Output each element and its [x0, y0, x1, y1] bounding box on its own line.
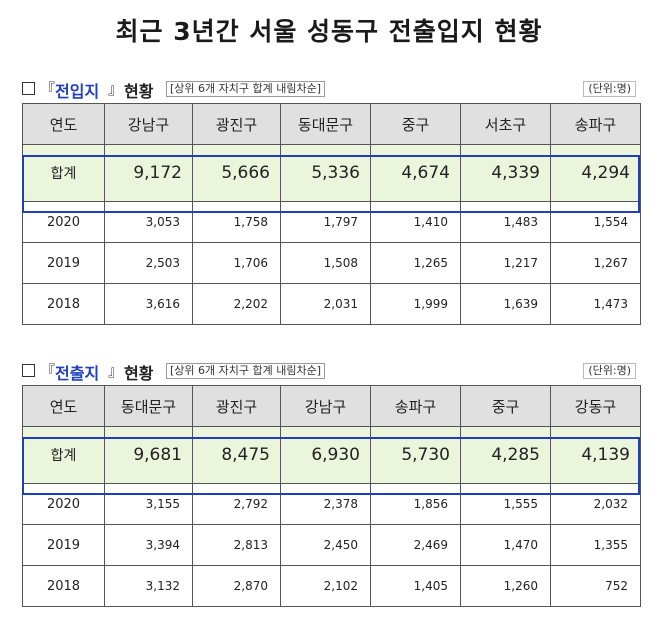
value-cell: 1,410	[370, 201, 461, 243]
value-cell: 3,616	[104, 283, 193, 325]
total-cell: 5,730	[370, 426, 461, 484]
value-cell: 2,378	[280, 483, 371, 525]
unit-label: (단위:명)	[583, 363, 636, 379]
checkbox-icon	[22, 82, 35, 95]
district-header: 중구	[370, 103, 461, 145]
table-in: 연도 강남구 광진구 동대문구 중구 서초구 송파구 합계 9,172 5,66…	[22, 103, 641, 325]
value-cell: 1,508	[280, 242, 371, 284]
district-header: 동대문구	[280, 103, 371, 145]
section-name: 전입지	[55, 82, 100, 101]
header-row: 연도 동대문구 광진구 강남구 송파구 중구 강동구	[22, 385, 641, 427]
checkbox-icon	[22, 364, 35, 377]
value-cell: 1,267	[550, 242, 641, 284]
bracket-open: 『	[40, 80, 56, 98]
total-cell: 9,172	[104, 144, 193, 202]
bracket-close: 』	[108, 362, 124, 380]
value-cell: 3,132	[104, 565, 193, 607]
value-cell: 3,053	[104, 201, 193, 243]
district-header: 강동구	[550, 385, 641, 427]
year-cell: 2018	[22, 283, 105, 325]
year-cell: 2018	[22, 565, 105, 607]
table-row: 2020 3,155 2,792 2,378 1,856 1,555 2,032	[22, 483, 641, 525]
district-header: 광진구	[192, 103, 281, 145]
value-cell: 1,483	[460, 201, 551, 243]
value-cell: 2,102	[280, 565, 371, 607]
value-cell: 2,450	[280, 524, 371, 566]
value-cell: 1,758	[192, 201, 281, 243]
total-cell: 4,285	[460, 426, 551, 484]
value-cell: 1,217	[460, 242, 551, 284]
value-cell: 3,155	[104, 483, 193, 525]
district-header: 서초구	[460, 103, 551, 145]
page-title: 최근 3년간 서울 성동구 전출입지 현황	[115, 17, 543, 46]
value-cell: 1,856	[370, 483, 461, 525]
total-row: 합계 9,172 5,666 5,336 4,674 4,339 4,294	[22, 144, 641, 202]
district-header: 동대문구	[104, 385, 193, 427]
value-cell: 1,470	[460, 524, 551, 566]
total-cell: 6,930	[280, 426, 371, 484]
year-col-header: 연도	[22, 103, 105, 145]
value-cell: 752	[550, 565, 641, 607]
district-header: 광진구	[192, 385, 281, 427]
district-header: 송파구	[550, 103, 641, 145]
value-cell: 2,202	[192, 283, 281, 325]
value-cell: 1,554	[550, 201, 641, 243]
value-cell: 2,469	[370, 524, 461, 566]
value-cell: 1,999	[370, 283, 461, 325]
value-cell: 1,265	[370, 242, 461, 284]
year-cell: 2019	[22, 524, 105, 566]
table-out: 연도 동대문구 광진구 강남구 송파구 중구 강동구 합계 9,681 8,47…	[22, 385, 641, 607]
value-cell: 1,405	[370, 565, 461, 607]
unit-label: (단위:명)	[583, 81, 636, 97]
total-cell: 8,475	[192, 426, 281, 484]
value-cell: 1,797	[280, 201, 371, 243]
value-cell: 1,639	[460, 283, 551, 325]
bracket-open: 『	[40, 362, 56, 380]
section-suffix: 현황	[124, 364, 154, 383]
district-header: 중구	[460, 385, 551, 427]
value-cell: 2,870	[192, 565, 281, 607]
total-cell: 4,674	[370, 144, 461, 202]
district-header: 강남구	[104, 103, 193, 145]
total-label: 합계	[22, 144, 105, 202]
district-header: 강남구	[280, 385, 371, 427]
value-cell: 1,260	[460, 565, 551, 607]
table-row: 2018 3,132 2,870 2,102 1,405 1,260 752	[22, 565, 641, 607]
year-col-header: 연도	[22, 385, 105, 427]
value-cell: 3,394	[104, 524, 193, 566]
section-suffix: 현황	[124, 82, 154, 101]
value-cell: 2,813	[192, 524, 281, 566]
total-label: 합계	[22, 426, 105, 484]
total-cell: 4,139	[550, 426, 641, 484]
total-cell: 9,681	[104, 426, 193, 484]
bracket-close: 』	[108, 80, 124, 98]
section-note: [상위 6개 자치구 합계 내림차순]	[166, 81, 326, 97]
value-cell: 1,555	[460, 483, 551, 525]
total-row: 합계 9,681 8,475 6,930 5,730 4,285 4,139	[22, 426, 641, 484]
total-cell: 5,666	[192, 144, 281, 202]
section-header-in: 『 전입지 』 현황 [상위 6개 자치구 합계 내림차순] (단위:명)	[22, 78, 638, 101]
section-name: 전출지	[55, 364, 100, 383]
value-cell: 2,792	[192, 483, 281, 525]
table-row: 2018 3,616 2,202 2,031 1,999 1,639 1,473	[22, 283, 641, 325]
value-cell: 1,355	[550, 524, 641, 566]
value-cell: 2,032	[550, 483, 641, 525]
total-cell: 4,294	[550, 144, 641, 202]
value-cell: 1,706	[192, 242, 281, 284]
district-header: 송파구	[370, 385, 461, 427]
section-note: [상위 6개 자치구 합계 내림차순]	[166, 363, 326, 379]
table-row: 2019 2,503 1,706 1,508 1,265 1,217 1,267	[22, 242, 641, 284]
value-cell: 1,473	[550, 283, 641, 325]
total-cell: 4,339	[460, 144, 551, 202]
value-cell: 2,503	[104, 242, 193, 284]
value-cell: 2,031	[280, 283, 371, 325]
header-row: 연도 강남구 광진구 동대문구 중구 서초구 송파구	[22, 103, 641, 145]
year-cell: 2019	[22, 242, 105, 284]
table-row: 2019 3,394 2,813 2,450 2,469 1,470 1,355	[22, 524, 641, 566]
section-header-out: 『 전출지 』 현황 [상위 6개 자치구 합계 내림차순] (단위:명)	[22, 360, 638, 383]
year-cell: 2020	[22, 201, 105, 243]
total-cell: 5,336	[280, 144, 371, 202]
table-row: 2020 3,053 1,758 1,797 1,410 1,483 1,554	[22, 201, 641, 243]
year-cell: 2020	[22, 483, 105, 525]
